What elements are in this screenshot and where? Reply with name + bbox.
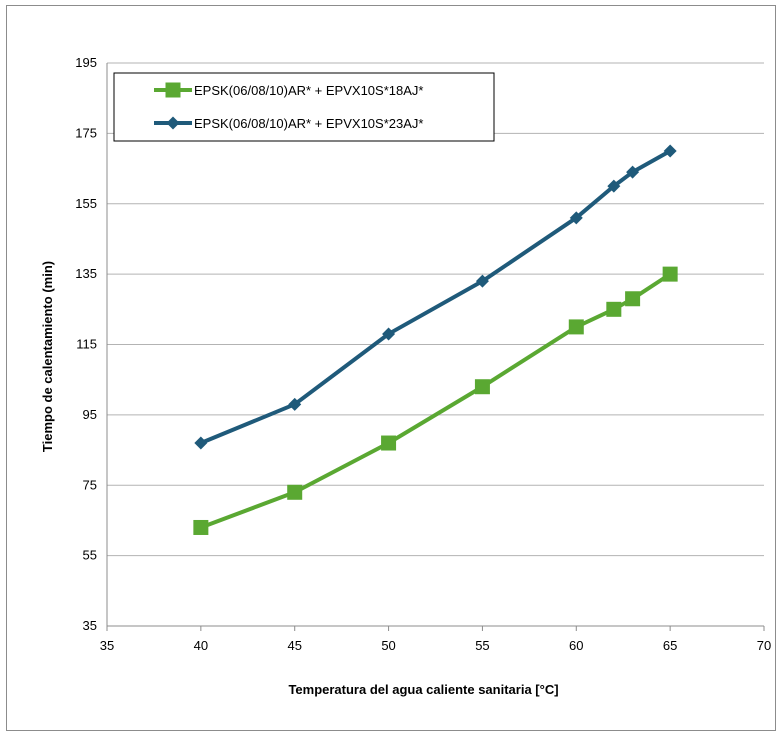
x-tick-label: 70 — [757, 638, 771, 653]
series-2 — [194, 144, 677, 450]
data-point-square — [625, 291, 641, 307]
legend-label: EPSK(06/08/10)AR* + EPVX10S*18AJ* — [194, 83, 423, 98]
series-line — [200, 149, 672, 445]
data-point-diamond — [626, 165, 640, 179]
x-tick-label: 50 — [381, 638, 395, 653]
series-line — [200, 272, 672, 530]
data-point-diamond — [607, 179, 621, 193]
series-1 — [193, 266, 678, 535]
x-tick-label: 45 — [287, 638, 301, 653]
data-point-square — [568, 319, 584, 335]
y-tick-label: 75 — [83, 477, 97, 492]
data-point-diamond — [475, 274, 489, 288]
data-point-square — [165, 82, 181, 98]
y-tick-label: 175 — [75, 125, 97, 140]
y-axis-title: Tiempo de calentamiento (min) — [40, 261, 55, 452]
data-point-square — [381, 435, 397, 451]
legend-item-1: EPSK(06/08/10)AR* + EPVX10S*18AJ* — [154, 82, 423, 98]
y-tick-label: 135 — [75, 266, 97, 281]
data-point-diamond — [288, 397, 302, 411]
legend: EPSK(06/08/10)AR* + EPVX10S*18AJ* EPSK(06… — [113, 72, 495, 142]
y-tick-label: 55 — [83, 548, 97, 563]
legend-item-2: EPSK(06/08/10)AR* + EPVX10S*23AJ* — [154, 116, 423, 131]
data-point-diamond — [166, 116, 180, 130]
data-point-square — [193, 519, 209, 535]
x-tick-label: 35 — [100, 638, 114, 653]
data-point-square — [287, 484, 303, 500]
x-tick-label: 60 — [569, 638, 583, 653]
axes — [106, 63, 765, 631]
x-tick-labels: 35 40 45 50 55 60 65 70 — [100, 638, 771, 653]
x-tick-label: 55 — [475, 638, 489, 653]
data-point-diamond — [663, 144, 677, 158]
y-tick-label: 195 — [75, 55, 97, 70]
grid-lines — [107, 62, 764, 627]
y-tick-labels: 35 55 75 95 115 135 155 175 195 — [75, 55, 97, 633]
x-tick-label: 40 — [194, 638, 208, 653]
y-tick-label: 155 — [75, 196, 97, 211]
x-tick-label: 65 — [663, 638, 677, 653]
y-tick-label: 95 — [83, 407, 97, 422]
legend-label: EPSK(06/08/10)AR* + EPVX10S*23AJ* — [194, 116, 423, 131]
data-point-square — [474, 379, 490, 395]
x-axis-title: Temperatura del agua caliente sanitaria … — [288, 682, 558, 697]
data-point-square — [606, 301, 622, 317]
data-point-square — [662, 266, 678, 282]
data-point-diamond — [194, 436, 208, 450]
data-point-diamond — [569, 211, 583, 225]
data-point-diamond — [382, 327, 396, 341]
y-tick-label: 35 — [83, 618, 97, 633]
y-tick-label: 115 — [76, 337, 97, 352]
series-layer — [193, 144, 678, 535]
